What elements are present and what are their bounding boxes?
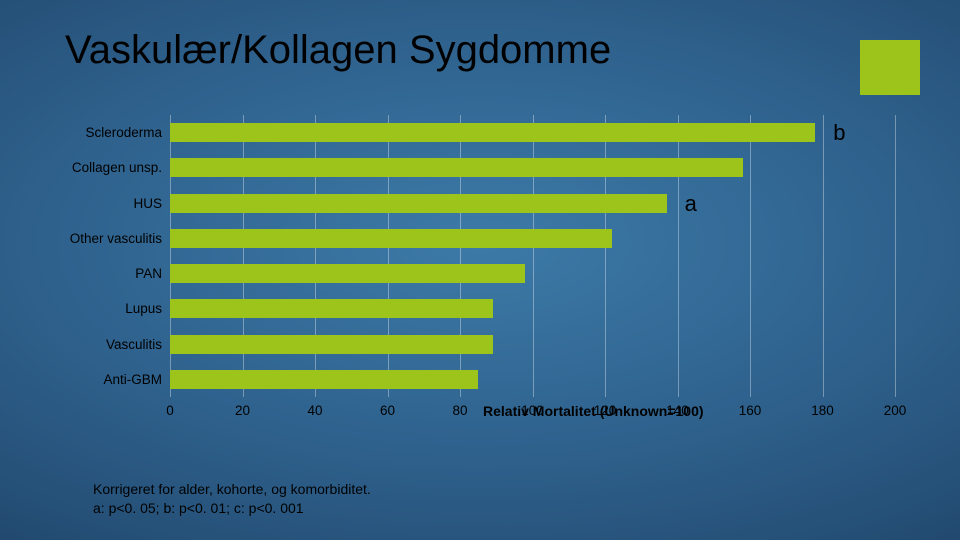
bar bbox=[170, 123, 815, 142]
footnote-line-2: a: p<0. 05; b: p<0. 01; c: p<0. 001 bbox=[93, 500, 304, 516]
x-tick-label: 60 bbox=[380, 403, 395, 418]
bar bbox=[170, 194, 667, 213]
x-tick-label: 140 bbox=[666, 403, 689, 418]
category-label: Vasculitis bbox=[106, 327, 162, 362]
significance-label: b bbox=[833, 115, 845, 150]
x-tick-label: 20 bbox=[235, 403, 250, 418]
plot-area: ba bbox=[170, 115, 895, 397]
accent-block bbox=[860, 40, 920, 95]
bar bbox=[170, 158, 743, 177]
category-label: Scleroderma bbox=[85, 115, 162, 150]
category-label: Lupus bbox=[125, 291, 162, 326]
x-tick-label: 160 bbox=[739, 403, 762, 418]
category-label: Collagen unsp. bbox=[72, 150, 162, 185]
bar bbox=[170, 299, 493, 318]
grid-line bbox=[895, 115, 896, 397]
category-label: Other vasculitis bbox=[70, 221, 162, 256]
category-label: HUS bbox=[133, 186, 162, 221]
x-tick-label: 120 bbox=[594, 403, 617, 418]
bar bbox=[170, 229, 612, 248]
bar bbox=[170, 335, 493, 354]
mortality-chart: ba Relativ Mortalitet (Unknown=100) 0204… bbox=[70, 115, 895, 430]
category-label: PAN bbox=[135, 256, 162, 291]
footnote-line-1: Korrigeret for alder, kohorte, og komorb… bbox=[93, 481, 371, 497]
x-tick-label: 40 bbox=[307, 403, 322, 418]
x-tick-label: 0 bbox=[166, 403, 174, 418]
category-label: Anti-GBM bbox=[103, 362, 162, 397]
x-tick-label: 200 bbox=[884, 403, 907, 418]
significance-label: a bbox=[685, 186, 697, 221]
x-tick-label: 100 bbox=[521, 403, 544, 418]
x-tick-label: 180 bbox=[811, 403, 834, 418]
bar bbox=[170, 264, 525, 283]
footnote: Korrigeret for alder, kohorte, og komorb… bbox=[93, 480, 371, 518]
x-tick-label: 80 bbox=[452, 403, 467, 418]
bar bbox=[170, 370, 478, 389]
page-title: Vaskulær/Kollagen Sygdomme bbox=[65, 28, 611, 73]
